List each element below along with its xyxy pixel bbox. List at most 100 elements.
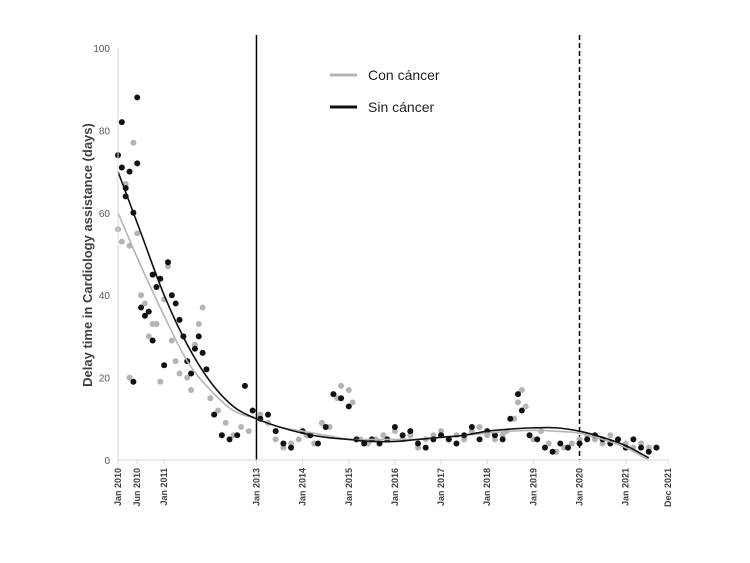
x-tick-label: Jan 2013 [251,468,261,506]
data-point [245,428,252,435]
y-tick-label: 40 [99,291,111,302]
data-point [391,424,398,431]
x-tick-label: Jan 2021 [621,468,631,506]
data-point [515,391,521,398]
data-point [568,440,575,447]
data-point [638,440,645,447]
data-point [526,432,533,439]
data-point [118,119,125,126]
data-point [176,316,183,323]
data-point [361,440,368,447]
data-point [241,382,248,389]
data-point [280,444,287,451]
x-tick-labels: Jan 2010 Jun 2010 Jan 2011 Jan 2013 Jan 2014… [113,460,673,507]
data-point [491,432,498,439]
data-point [607,432,614,439]
data-points [115,94,660,455]
data-point [445,436,452,443]
data-point [184,374,191,381]
data-point [134,230,141,237]
data-point [453,440,460,447]
data-point [195,321,202,328]
data-point [407,432,414,439]
data-point [345,403,352,410]
data-point [153,321,160,328]
data-point [130,378,137,385]
data-point [134,94,141,101]
data-point [218,432,225,439]
data-point [207,395,214,402]
data-point [222,419,229,426]
y-tick-label: 60 [99,209,111,220]
data-point [157,378,164,385]
data-point [265,411,271,418]
data-point [645,448,652,455]
data-point [165,259,171,266]
data-point [545,440,552,447]
data-point [122,180,129,187]
data-point [134,160,141,167]
x-tick-label: Jan 2010 [113,468,123,506]
data-point [541,444,548,451]
data-point [468,428,475,435]
data-point [522,403,529,410]
data-point [476,436,483,443]
x-tick-label: Jan 2016 [390,468,400,506]
data-point [391,428,398,435]
data-point [630,436,637,443]
legend-label: Con cáncer [368,67,440,83]
trend-line [117,212,650,461]
data-point [172,358,179,365]
data-point [188,386,195,393]
data-point [349,399,356,406]
data-point [534,436,541,443]
data-point [257,411,264,418]
data-point [576,436,583,443]
data-point [518,386,525,393]
y-tick-label: 80 [99,126,111,137]
data-point [407,428,414,435]
data-point [430,432,437,439]
data-point [126,168,133,175]
data-point [168,292,175,299]
data-point [499,432,506,439]
data-point [476,424,483,431]
data-point [191,345,198,352]
data-point [415,440,421,447]
data-point [272,428,279,435]
data-point [322,424,329,431]
data-point [126,374,133,381]
data-point [226,436,233,443]
data-point [188,370,195,377]
data-point [507,415,514,422]
y-tick-label: 100 [93,44,110,55]
data-point [615,436,621,443]
data-point [280,440,287,447]
data-point [203,366,210,373]
axes [117,48,668,461]
data-point [295,436,302,443]
data-point [338,382,345,389]
data-point [199,349,206,356]
x-tick-label: Jun 2010 [132,468,142,507]
data-point [338,395,345,402]
data-point [161,362,168,369]
data-point [272,436,279,443]
data-point [141,300,148,307]
data-point [515,399,521,406]
data-point [153,283,160,290]
data-point [468,424,475,431]
data-point [318,419,325,426]
data-point [584,436,591,443]
data-point [141,312,148,319]
data-point [380,432,387,439]
x-tick-label: Jan 2020 [575,468,585,506]
data-point [249,407,256,414]
data-point [599,440,606,447]
x-tick-label: Dec 2021 [663,468,673,507]
data-point [315,440,321,447]
data-point [172,300,179,307]
data-point [415,444,421,451]
data-point [168,337,175,344]
